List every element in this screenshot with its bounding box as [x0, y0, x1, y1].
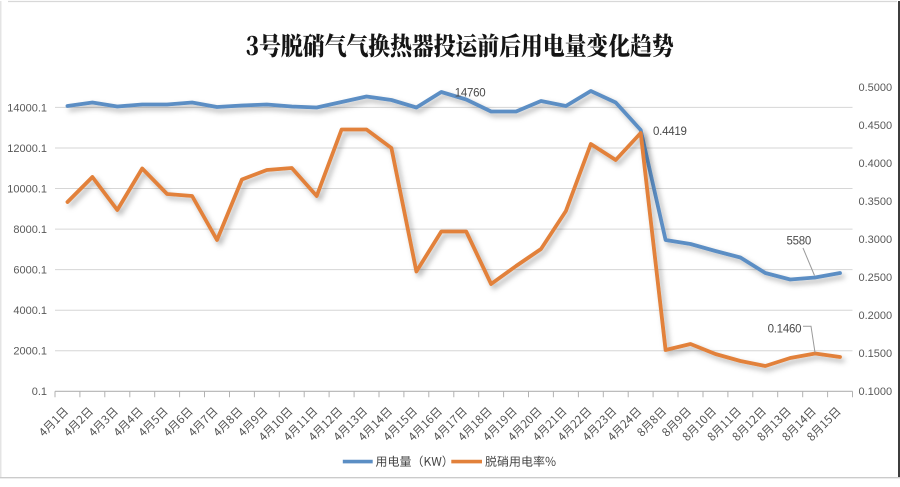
svg-text:0.3000: 0.3000 — [859, 234, 893, 246]
svg-text:8000.1: 8000.1 — [13, 224, 47, 236]
svg-text:0.1000: 0.1000 — [859, 386, 893, 398]
svg-text:0.2000: 0.2000 — [859, 310, 893, 322]
svg-text:0.1: 0.1 — [32, 386, 47, 398]
svg-text:0.4500: 0.4500 — [859, 120, 893, 132]
svg-text:6000.1: 6000.1 — [13, 265, 47, 277]
svg-text:0.3500: 0.3500 — [859, 196, 893, 208]
svg-text:14000.1: 14000.1 — [7, 102, 47, 114]
svg-text:0.2500: 0.2500 — [859, 272, 893, 284]
svg-text:12000.1: 12000.1 — [7, 143, 47, 155]
svg-text:5580: 5580 — [787, 235, 812, 247]
svg-text:14760: 14760 — [455, 87, 486, 99]
svg-text:2000.1: 2000.1 — [13, 346, 47, 358]
svg-text:0.5000: 0.5000 — [859, 82, 893, 94]
svg-text:0.1460: 0.1460 — [768, 323, 802, 335]
svg-text:0.1500: 0.1500 — [859, 348, 893, 360]
svg-text:0.4000: 0.4000 — [859, 158, 893, 170]
svg-text:4000.1: 4000.1 — [13, 305, 47, 317]
svg-text:0.4419: 0.4419 — [653, 126, 687, 138]
svg-text:10000.1: 10000.1 — [7, 183, 47, 195]
